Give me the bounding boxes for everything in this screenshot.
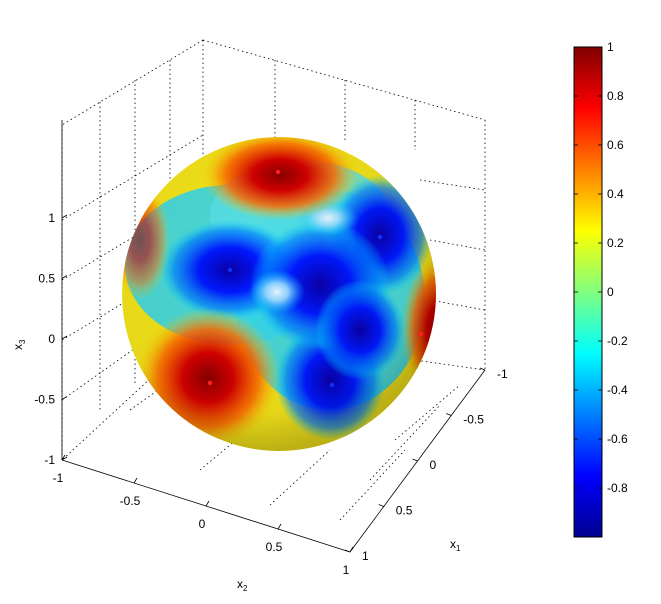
maximum-marker xyxy=(275,169,281,175)
colorbar-tick-label: 0 xyxy=(607,285,614,299)
z-tick-label: 1 xyxy=(48,211,55,225)
maximum-marker xyxy=(418,331,424,337)
x-axis-title: x1 xyxy=(450,537,461,553)
grid-line xyxy=(419,179,486,191)
x-tick-label: 0 xyxy=(430,458,437,472)
grid-line xyxy=(269,449,331,506)
colorbar-tick-label: 0.2 xyxy=(607,236,624,250)
y-tick-mark xyxy=(205,500,210,507)
colorbar-tick-label: -0.6 xyxy=(607,432,628,446)
x-tick-label: 1 xyxy=(362,549,369,563)
grid-line xyxy=(61,194,204,281)
grid-line xyxy=(129,359,201,411)
colorbar-tick-label: 0.8 xyxy=(607,89,624,103)
y-tick-mark xyxy=(61,454,66,461)
z-tick-label: -0.5 xyxy=(34,393,55,407)
sphere-surface xyxy=(122,137,436,451)
x-tick-mark xyxy=(412,458,418,462)
colorbar-tick-label: 0.4 xyxy=(607,187,624,201)
z-axis-title: x3 xyxy=(11,339,27,350)
z-tick-mark xyxy=(61,335,68,340)
colorbar-tick-label: 1 xyxy=(607,40,614,54)
x-tick-mark xyxy=(479,367,486,371)
grid-line xyxy=(61,134,204,221)
z-tick-label: -1 xyxy=(44,453,55,467)
y-tick-label: 0.5 xyxy=(266,540,283,554)
z-tick-mark xyxy=(61,456,68,461)
x-tick-mark xyxy=(344,549,351,553)
grid-line xyxy=(429,239,486,251)
minimum-marker xyxy=(329,382,335,388)
y-axis-title: x2 xyxy=(237,577,248,593)
z-tick-mark xyxy=(61,214,68,219)
x-tick-label: 0.5 xyxy=(396,504,413,518)
grid-line xyxy=(429,299,486,311)
colorbar-tick-label: -0.4 xyxy=(607,383,628,397)
x-tick-label: -1 xyxy=(497,367,508,381)
z-tick-label: 0 xyxy=(48,332,55,346)
colorbar-tick-label: 0.6 xyxy=(607,138,624,152)
y-tick-label: -1 xyxy=(53,471,64,485)
box-edge xyxy=(61,39,204,126)
y-tick-label: 0 xyxy=(199,517,206,531)
z-tick-mark xyxy=(61,275,68,279)
y-tick-mark xyxy=(349,546,354,553)
x-tick-label: -0.5 xyxy=(463,413,484,427)
colorbar-tick-label: -0.2 xyxy=(607,334,628,348)
maximum-marker xyxy=(207,380,213,386)
grid-line xyxy=(394,384,461,441)
z-tick-label: 0.5 xyxy=(38,272,55,286)
y-tick-label: -0.5 xyxy=(120,494,141,508)
box-edge xyxy=(202,39,486,121)
minimum-marker xyxy=(377,234,383,240)
x-tick-mark xyxy=(378,504,384,507)
x-tick-mark xyxy=(446,413,452,416)
minimum-marker xyxy=(227,267,233,273)
colorbar-gradient xyxy=(573,46,603,538)
y-tick-mark xyxy=(277,523,282,530)
z-tick-mark xyxy=(61,396,68,400)
y-tick-label: 1 xyxy=(343,563,350,577)
colorbar xyxy=(573,46,603,538)
colorbar-tick-label: -0.8 xyxy=(607,481,628,495)
y-tick-mark xyxy=(133,477,138,484)
